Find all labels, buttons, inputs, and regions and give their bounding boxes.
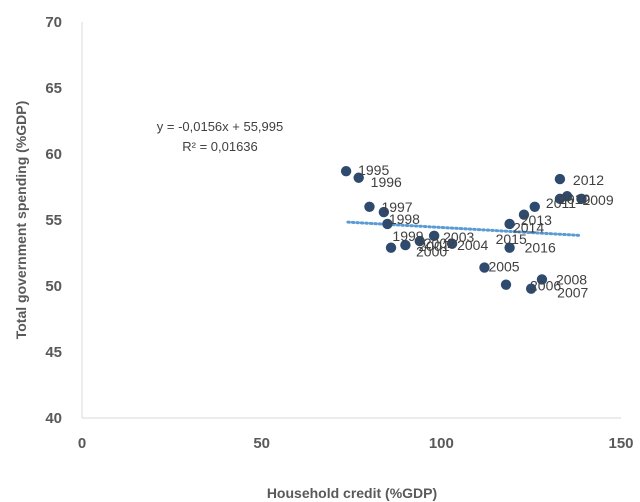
point-label: 2016 [525, 240, 556, 256]
y-tick-label: 70 [45, 14, 62, 31]
point-label: 2010 [559, 191, 590, 207]
point-label: 2008 [556, 271, 587, 287]
point-label: 1997 [381, 199, 412, 215]
x-axis-title: Household credit (%GDP) [267, 485, 437, 501]
point-label: 1995 [358, 162, 389, 178]
data-point [414, 235, 425, 247]
point-label: 1999 [392, 228, 423, 244]
data-point [529, 201, 540, 212]
trendline-r-squared: R² = 0,01636 [182, 139, 258, 154]
data-point [500, 279, 512, 290]
data-point [385, 242, 397, 253]
point-label: 2014 [513, 220, 544, 236]
x-tick-label: 0 [78, 435, 86, 452]
trendline-equation: y = -0,0156x + 55,995 [157, 119, 283, 134]
data-point [504, 218, 515, 230]
y-tick-label: 60 [45, 146, 62, 163]
point-label: 2006 [530, 278, 561, 294]
data-point [340, 165, 352, 177]
point-label: 2009 [582, 192, 613, 208]
data-point [446, 238, 458, 249]
point-label: 2001 [418, 238, 449, 254]
x-tick-label: 150 [608, 435, 633, 452]
data-point [364, 201, 375, 212]
data-point [576, 193, 587, 205]
data-point [428, 230, 440, 242]
data-point [525, 283, 537, 294]
point-label: 2002 [424, 235, 455, 251]
point-label: 2000 [416, 244, 447, 260]
y-axis-title: Total government spending (%GDP) [13, 101, 29, 340]
data-point [353, 172, 364, 183]
point-label: 2003 [443, 229, 474, 245]
x-tick-label: 50 [253, 435, 270, 452]
point-label: 2013 [521, 212, 552, 228]
y-tick-label: 50 [45, 278, 62, 295]
point-label: 1996 [371, 174, 402, 190]
y-tick-label: 65 [45, 80, 62, 97]
point-label: 2012 [573, 172, 604, 188]
point-label: 2005 [488, 259, 519, 275]
y-tick-label: 40 [45, 410, 62, 427]
data-point [536, 274, 548, 285]
data-point [382, 218, 393, 230]
data-point [400, 239, 411, 251]
data-point [479, 262, 490, 273]
data-point [554, 193, 566, 205]
data-points [340, 165, 587, 294]
point-label: 2007 [557, 285, 588, 301]
point-label: 1998 [389, 211, 420, 227]
point-label: 2011 [546, 195, 576, 211]
data-point [504, 242, 515, 253]
point-label: 2015 [496, 231, 527, 247]
data-point [554, 173, 566, 185]
y-tick-labels: 40 45 50 55 60 65 70 [45, 14, 62, 427]
data-point [378, 206, 390, 218]
point-label: 2004 [457, 237, 488, 253]
axes [81, 22, 621, 419]
y-tick-label: 45 [45, 344, 62, 361]
data-point [518, 209, 530, 220]
x-tick-labels: 0 50 100 150 [78, 435, 634, 452]
x-tick-label: 100 [429, 435, 454, 452]
y-tick-label: 55 [45, 212, 62, 229]
